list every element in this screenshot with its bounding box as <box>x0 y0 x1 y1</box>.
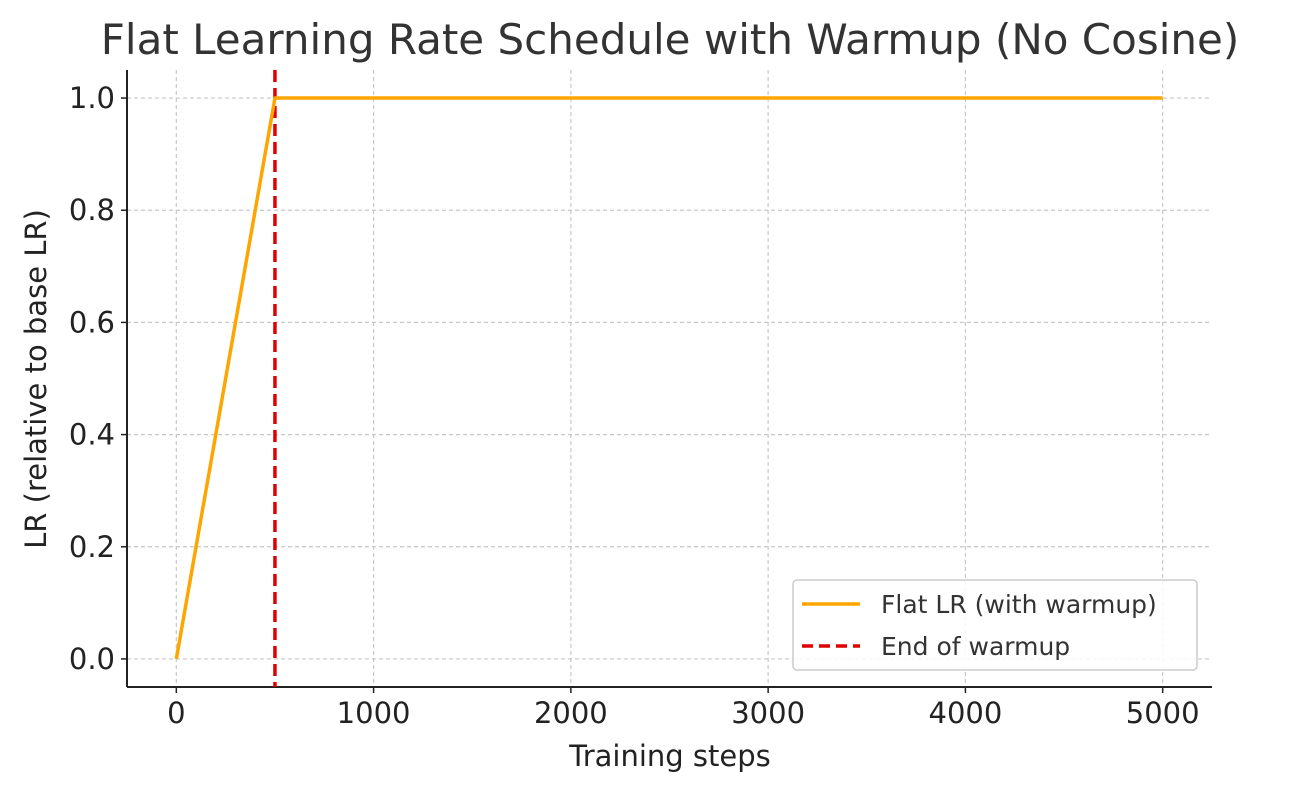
x-tick-label: 2000 <box>534 696 608 730</box>
legend-box <box>792 579 1198 671</box>
x-axis-label: Training steps <box>568 739 771 773</box>
y-tick-label: 1.0 <box>69 81 115 115</box>
x-tick-label: 0 <box>167 696 185 730</box>
chart-title: Flat Learning Rate Schedule with Warmup … <box>101 15 1239 64</box>
legend-label-flat-lr: Flat LR (with warmup) <box>881 590 1157 619</box>
y-axis-label: LR (relative to base LR) <box>19 209 53 549</box>
x-tick-label: 4000 <box>929 696 1003 730</box>
y-tick-label: 0.2 <box>69 530 115 564</box>
legend-label-end-of-warmup: End of warmup <box>881 632 1070 661</box>
x-ticks: 0 1000 2000 3000 4000 5000 <box>167 687 1200 730</box>
y-ticks: 0.0 0.2 0.4 0.6 0.8 1.0 <box>69 81 127 676</box>
y-tick-label: 0.0 <box>69 642 115 676</box>
x-tick-label: 5000 <box>1126 696 1200 730</box>
series-lines <box>174 96 1163 660</box>
axes <box>126 70 1212 688</box>
x-tick-label: 1000 <box>337 696 411 730</box>
y-tick-label: 0.8 <box>69 193 115 227</box>
series-line-flat-lr <box>174 96 1163 660</box>
y-tick-label: 0.4 <box>69 418 115 452</box>
x-tick-label: 3000 <box>731 696 805 730</box>
legend: Flat LR (with warmup) End of warmup <box>792 579 1198 671</box>
y-tick-label: 0.6 <box>69 305 115 339</box>
